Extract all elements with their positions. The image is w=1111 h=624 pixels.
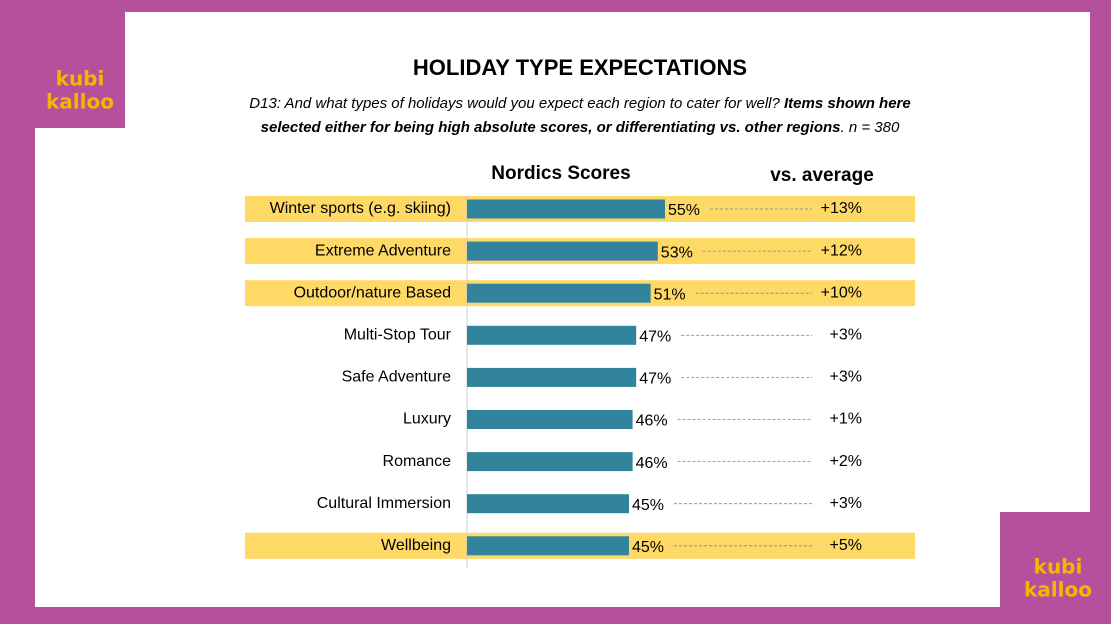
value-label: 45%	[632, 539, 664, 556]
category-label: Outdoor/nature Based	[294, 284, 451, 301]
vs-average-label: +12%	[821, 242, 862, 259]
value-label: 51%	[654, 286, 686, 303]
subtitle-part: D13: And what types of holidays would yo…	[249, 95, 784, 112]
category-label: Safe Adventure	[342, 369, 452, 386]
logo: kalloo	[46, 90, 114, 114]
category-label: Romance	[383, 453, 452, 470]
logo: kubi	[56, 67, 105, 91]
bar	[467, 452, 633, 472]
logo: kubi	[1034, 555, 1083, 579]
vs-average-label: +5%	[830, 537, 862, 554]
bar	[467, 241, 658, 261]
value-label: 46%	[636, 413, 668, 430]
value-label: 47%	[639, 371, 671, 388]
category-label: Luxury	[403, 411, 451, 428]
subtitle-part: Items shown here	[784, 95, 911, 112]
bar	[467, 536, 629, 556]
subtitle-part: . n = 380	[841, 119, 900, 136]
panel	[35, 12, 1090, 607]
category-label: Winter sports (e.g. skiing)	[270, 200, 451, 217]
column-header: Nordics Scores	[491, 163, 630, 184]
vs-average-label: +10%	[821, 284, 862, 301]
value-label: 46%	[636, 455, 668, 472]
subtitle-part: selected either for being high absolute …	[261, 119, 841, 136]
bar	[467, 199, 665, 219]
bar	[467, 283, 651, 303]
bar	[467, 325, 637, 345]
column-header: vs. average	[770, 165, 874, 186]
subtitle: D13: And what types of holidays would yo…	[249, 95, 910, 136]
value-label: 47%	[639, 329, 671, 346]
subtitle-line: D13: And what types of holidays would yo…	[249, 95, 910, 112]
vs-average-label: +3%	[830, 495, 862, 512]
vs-average-label: +3%	[830, 369, 862, 386]
category-label: Cultural Immersion	[317, 495, 451, 512]
subtitle-line: selected either for being high absolute …	[261, 119, 900, 136]
bar	[467, 410, 633, 429]
category-label: Extreme Adventure	[315, 242, 451, 259]
logo: kalloo	[1024, 578, 1092, 602]
bar	[467, 494, 629, 514]
category-label: Multi-Stop Tour	[344, 327, 452, 344]
vs-average-label: +1%	[830, 411, 862, 428]
vs-average-label: +13%	[821, 200, 862, 217]
value-label: 55%	[668, 202, 700, 219]
vs-average-label: +3%	[830, 327, 862, 344]
value-label: 53%	[661, 244, 693, 261]
bar	[467, 367, 637, 387]
category-label: Wellbeing	[381, 537, 451, 554]
vs-average-label: +2%	[830, 453, 862, 470]
value-label: 45%	[632, 497, 664, 514]
chart-title: HOLIDAY TYPE EXPECTATIONS	[413, 55, 747, 80]
